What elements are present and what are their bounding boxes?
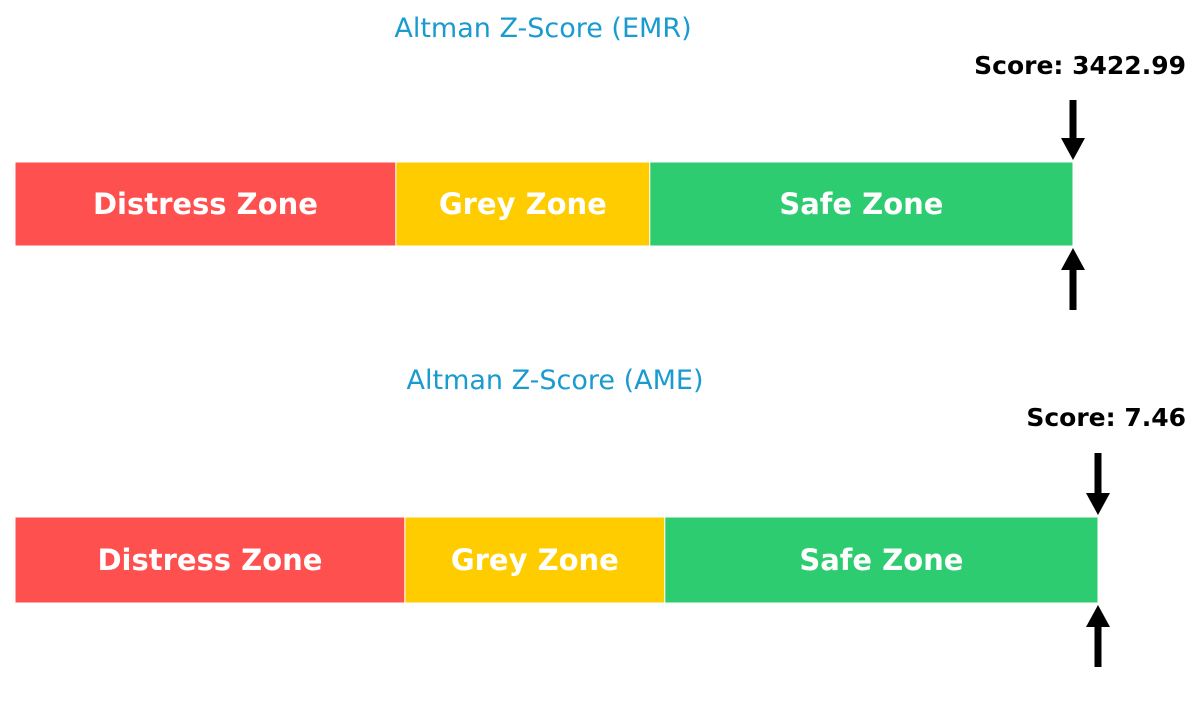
zone-label: Distress Zone	[93, 187, 318, 221]
zone-bar-grey-zone	[404, 516, 666, 604]
zone-bar-safe-zone	[664, 516, 1099, 604]
zone-bar-distress-zone	[14, 516, 406, 604]
zone-label: Safe Zone	[799, 543, 963, 577]
score-label: Score: 3422.99	[974, 51, 1186, 80]
score-arrow-up-icon	[1086, 605, 1110, 667]
zone-bar-distress-zone	[14, 161, 397, 247]
chart-title: Altman Z-Score (AME)	[407, 365, 704, 396]
z-score-chart-1: Altman Z-Score (EMR) Distress Zone Grey Zo…	[14, 13, 1186, 310]
score-label: Score: 7.46	[1026, 403, 1186, 432]
zone-label: Distress Zone	[97, 543, 322, 577]
zone-label: Grey Zone	[451, 543, 619, 577]
score-arrow-down-icon	[1086, 453, 1110, 515]
score-arrow-down-icon	[1061, 100, 1085, 160]
chart-title: Altman Z-Score (EMR)	[394, 13, 691, 44]
score-arrow-up-icon	[1061, 248, 1085, 310]
z-score-chart-2: Altman Z-Score (AME) Distress Zone Grey Zo…	[14, 365, 1186, 667]
zone-bar-grey-zone	[395, 161, 651, 247]
zone-label: Grey Zone	[439, 187, 607, 221]
zone-label: Safe Zone	[779, 187, 943, 221]
zone-bar-safe-zone	[649, 161, 1074, 247]
